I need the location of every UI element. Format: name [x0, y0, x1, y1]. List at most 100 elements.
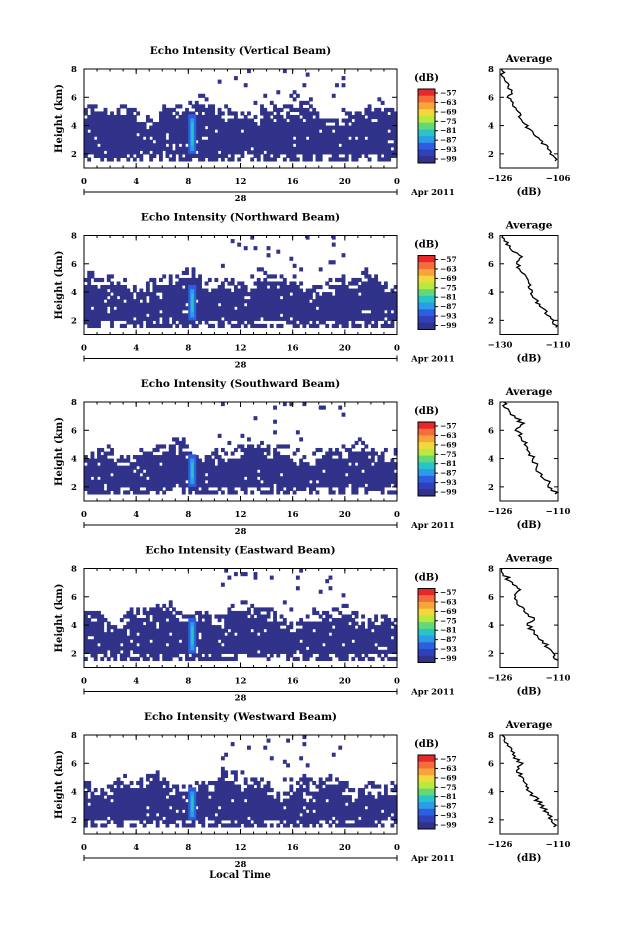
heatmap-cell	[175, 610, 180, 616]
heatmap-cell	[155, 618, 160, 623]
heatmap-cell	[240, 462, 245, 467]
heatmap-cell	[142, 129, 147, 134]
heatmap-cell	[243, 600, 248, 605]
heatmap-cell	[168, 114, 173, 120]
heatmap-cell	[230, 656, 235, 662]
heatmap-cell	[312, 313, 317, 318]
heatmap-cell	[119, 295, 124, 300]
heatmap-cell	[315, 153, 320, 158]
heatmap-cell	[211, 143, 216, 148]
x-tick-label: 20	[339, 510, 351, 520]
heatmap-cell	[168, 295, 173, 300]
heatmap-cell	[185, 316, 189, 321]
heatmap-cell	[289, 306, 294, 311]
heatmap-cell	[97, 277, 101, 283]
heatmap-cell	[269, 646, 274, 651]
heatmap-cell	[87, 625, 92, 630]
heatmap-cell	[162, 603, 167, 608]
heatmap-cell	[230, 111, 235, 116]
heatmap-cell	[341, 146, 346, 151]
heatmap-cell	[113, 642, 118, 647]
heatmap-cell	[370, 447, 375, 453]
heatmap-cell	[152, 281, 157, 286]
heatmap-cell	[93, 288, 98, 293]
heatmap-cell	[87, 274, 92, 279]
heatmap-cell	[165, 639, 170, 644]
heatmap-cell	[364, 122, 369, 127]
heatmap-cell	[110, 139, 114, 144]
heatmap-cell	[129, 320, 134, 325]
heatmap-cell	[357, 458, 362, 463]
heatmap-cell	[367, 306, 372, 311]
heatmap-cell	[136, 299, 141, 304]
heatmap-cell	[279, 274, 284, 279]
heatmap-cell	[207, 632, 212, 637]
heatmap-cell	[152, 447, 157, 453]
heatmap-cell	[90, 458, 95, 463]
heatmap-cell	[103, 469, 108, 474]
heatmap-cell	[168, 292, 173, 297]
heatmap-cell	[204, 610, 209, 616]
heatmap-cell	[93, 111, 98, 116]
heatmap-cell	[165, 292, 170, 297]
heatmap-cell	[351, 313, 356, 318]
heatmap-cell	[357, 129, 362, 134]
heatmap-cell	[93, 302, 98, 307]
heatmap-cell	[302, 465, 307, 470]
heatmap-cell	[97, 288, 101, 293]
heatmap-cell	[152, 632, 157, 637]
heatmap-cell	[214, 118, 219, 123]
heatmap-cell	[315, 649, 320, 654]
heatmap-cell	[142, 143, 147, 148]
heatmap-cell	[318, 458, 323, 463]
heatmap-cell	[250, 299, 255, 304]
heatmap-cell	[126, 143, 131, 148]
heatmap-cell	[194, 114, 199, 120]
heatmap-cell	[217, 642, 222, 647]
heatmap-cell	[230, 476, 235, 481]
heatmap-cell	[172, 642, 176, 647]
heatmap-cell	[168, 157, 173, 162]
heatmap-cell	[279, 136, 284, 141]
heatmap-cell	[348, 469, 352, 474]
heatmap-cell	[84, 277, 88, 283]
heatmap-cell	[113, 646, 118, 651]
heatmap-cell	[361, 125, 365, 130]
heatmap-cell	[351, 625, 356, 630]
heatmap-cell	[315, 465, 320, 470]
heatmap-cell	[318, 299, 323, 304]
heatmap-cell	[93, 656, 98, 662]
heatmap-cell	[253, 323, 258, 329]
heatmap-cell	[230, 306, 235, 311]
heatmap-cell	[172, 118, 176, 123]
heatmap-cell	[158, 111, 163, 116]
heatmap-cell	[370, 122, 375, 127]
date-day-label: 28	[235, 361, 247, 371]
heatmap-cell	[260, 150, 264, 155]
heatmap-cell	[123, 153, 127, 158]
heatmap-cell	[220, 306, 225, 311]
heatmap-cell	[201, 295, 206, 300]
heatmap-cell	[263, 281, 268, 286]
heatmap-cell	[207, 472, 212, 477]
heatmap-cell	[87, 139, 92, 144]
heatmap-cell	[393, 447, 398, 453]
heatmap-cell	[123, 114, 127, 120]
heatmap-cell	[282, 632, 287, 637]
heatmap-cell	[305, 100, 310, 105]
average-x-tick-label: −130	[488, 341, 513, 351]
heatmap-cell	[155, 320, 160, 325]
heatmap-cell	[286, 465, 291, 470]
heatmap-cell	[230, 302, 235, 307]
heatmap-cell	[312, 610, 317, 616]
heatmap-cell	[198, 277, 202, 283]
heatmap-cell	[84, 476, 88, 481]
heatmap-cell	[217, 479, 222, 484]
heatmap-cell	[370, 136, 375, 141]
heatmap-cell	[119, 323, 124, 329]
heatmap-cell	[87, 476, 92, 481]
heatmap-cell	[162, 653, 167, 658]
heatmap-cell	[97, 299, 101, 304]
heatmap-cell	[260, 299, 264, 304]
heatmap-cell	[253, 621, 258, 626]
